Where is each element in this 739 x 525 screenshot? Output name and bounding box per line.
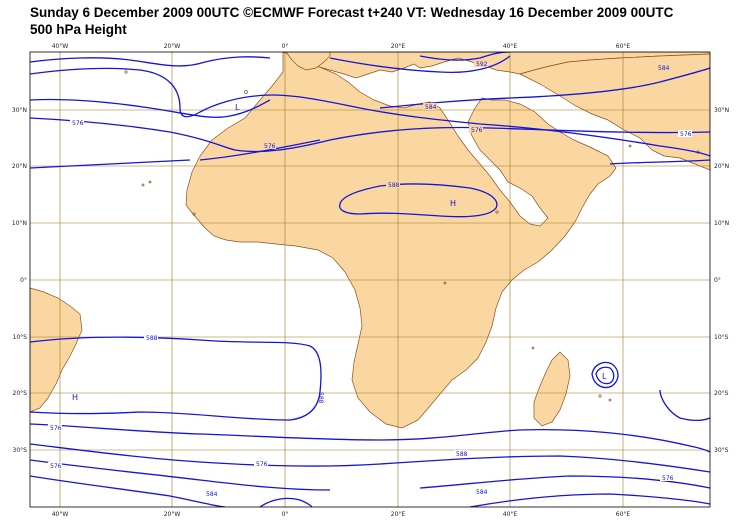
contour-line (419, 475, 710, 489)
lat-label: 30°S (714, 447, 729, 454)
lon-label: 20°E (391, 511, 406, 518)
contour-label: 576 (662, 475, 674, 482)
lon-label: 60°E (616, 511, 631, 518)
lat-label: 30°S (13, 447, 28, 454)
contour-line (609, 159, 710, 165)
lon-label: 0° (282, 511, 289, 518)
contour-line (659, 389, 710, 421)
contour-label: 576 (72, 120, 84, 127)
contour-label: 592 (476, 61, 488, 68)
map-title: Sunday 6 December 2009 00UTC ©ECMWF Fore… (30, 5, 674, 20)
lat-label: 30°N (12, 107, 27, 114)
height-contours (30, 52, 710, 507)
contour-labels: 576 576 588 584 576 576 584 588 588 576 … (48, 60, 692, 498)
lat-label: 20°N (12, 163, 27, 170)
iberia (285, 52, 331, 71)
contour-label: 576 (50, 463, 62, 470)
contour-label: 588 (146, 335, 158, 342)
africa-landmass (185, 52, 617, 429)
lat-label: 0° (20, 277, 27, 284)
contour-line (30, 56, 271, 67)
lat-label: 10°N (714, 220, 729, 227)
land (30, 52, 710, 429)
contour-line (30, 475, 226, 507)
lat-label: 10°N (12, 220, 27, 227)
lat-label: 20°S (714, 390, 729, 397)
bottom-longitude-labels: 40°W 20°W 0° 20°E 40°E 60°E (52, 511, 631, 518)
lat-label: 20°S (13, 390, 28, 397)
islands (124, 70, 700, 402)
low-center-label: L (235, 103, 240, 112)
lat-label: 10°S (13, 334, 28, 341)
lat-label: 10°S (714, 334, 729, 341)
lon-label: 20°E (391, 43, 406, 50)
contour-line (595, 366, 615, 385)
lon-label: 40°W (52, 511, 69, 518)
contour-label: 584 (425, 104, 437, 111)
high-center-label: H (72, 393, 78, 402)
contour-label: 576 (264, 143, 276, 150)
contour-line (329, 55, 511, 74)
madagascar (533, 351, 571, 427)
lat-label: 0° (714, 277, 721, 284)
contour-line (30, 459, 331, 491)
lat-label: 30°N (714, 107, 729, 114)
contour-line (419, 52, 511, 61)
right-latitude-labels: 30°N 20°N 10°N 0° 10°S 20°S 30°S (714, 107, 729, 454)
contour-line (259, 497, 313, 507)
contour-line (30, 423, 710, 453)
contour-label: 576 (256, 461, 268, 468)
lat-label: 20°N (714, 163, 729, 170)
contour-line (30, 336, 322, 421)
contour-line (30, 443, 710, 473)
contour-label: 576 (50, 425, 62, 432)
contour-label: 584 (658, 65, 670, 72)
contour-line (30, 117, 710, 153)
asia-landmass (519, 53, 710, 171)
contour-line (199, 139, 321, 161)
lon-label: 40°E (503, 511, 518, 518)
contour-line (30, 98, 271, 118)
map-frame (29, 51, 711, 508)
contour-label: 576 (680, 131, 692, 138)
contour-line (30, 159, 191, 169)
contour-label: 588 (317, 392, 324, 404)
contour-label: 576 (471, 127, 483, 134)
contour-line (379, 67, 710, 109)
high-center-label: H (450, 199, 456, 208)
contour-label: 588 (388, 182, 400, 189)
contour-line (30, 67, 710, 157)
top-longitude-labels: 40°W 20°W 0° 20°E 40°E 60°E (52, 43, 631, 50)
contour-line (591, 361, 619, 389)
lon-label: 0° (282, 43, 289, 50)
lon-label: 40°E (503, 43, 518, 50)
left-latitude-labels: 30°N 20°N 10°N 0° 10°S 20°S 30°S (12, 107, 27, 454)
lon-label: 20°W (164, 43, 181, 50)
contour-label: 588 (456, 451, 468, 458)
lon-label: 20°W (164, 511, 181, 518)
contour-line (339, 183, 498, 218)
map-subtitle: 500 hPa Height (30, 22, 127, 37)
low-center-label: L (602, 372, 607, 381)
contour-label: 584 (206, 491, 218, 498)
contour-label: 584 (476, 489, 488, 496)
lon-label: 40°W (52, 43, 69, 50)
contour-line (469, 493, 710, 507)
lon-label: 60°E (616, 43, 631, 50)
